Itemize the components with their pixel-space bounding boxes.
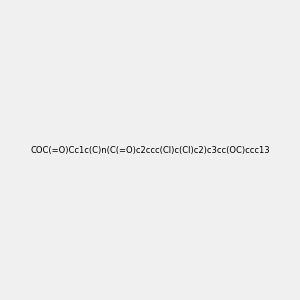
Text: COC(=O)Cc1c(C)n(C(=O)c2ccc(Cl)c(Cl)c2)c3cc(OC)ccc13: COC(=O)Cc1c(C)n(C(=O)c2ccc(Cl)c(Cl)c2)c3…	[30, 146, 270, 154]
